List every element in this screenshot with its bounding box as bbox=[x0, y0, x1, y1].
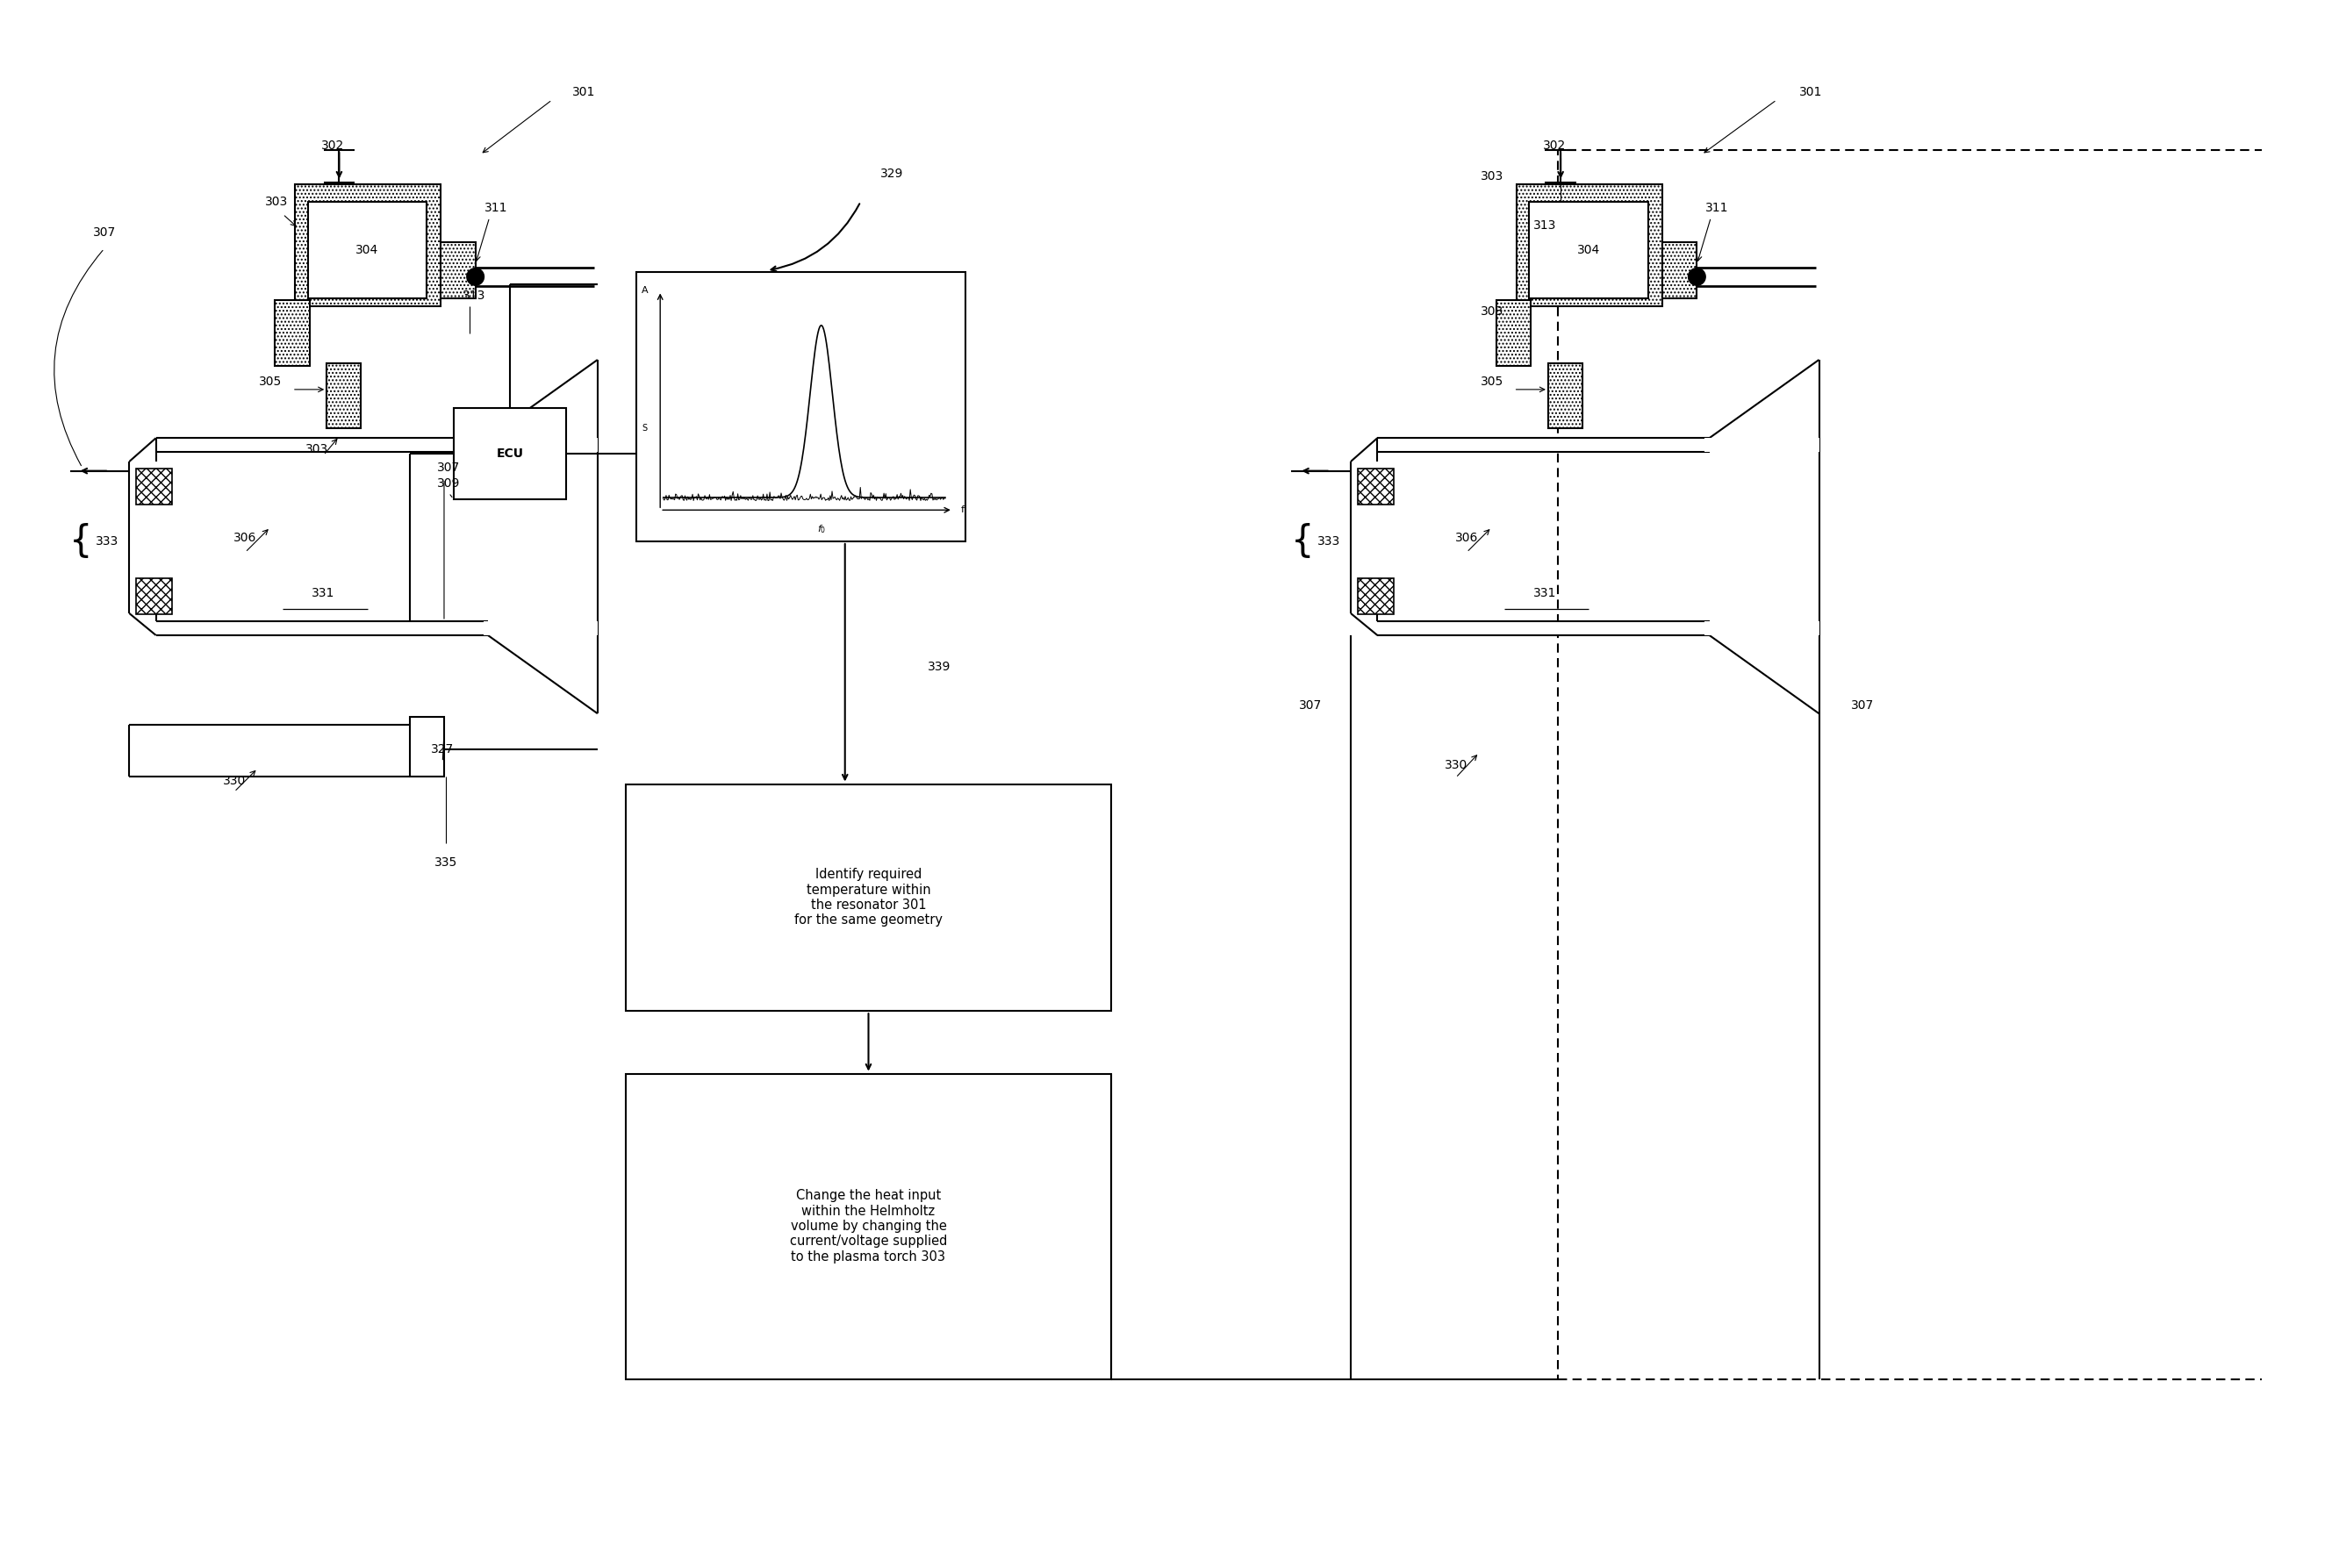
Bar bbox=[1497, 299, 1530, 365]
Text: 333: 333 bbox=[96, 535, 119, 547]
Text: 305: 305 bbox=[1481, 375, 1504, 387]
Bar bbox=[637, 273, 965, 541]
Text: 301: 301 bbox=[1800, 86, 1824, 99]
Text: Change the heat input
within the Helmholtz
volume by changing the
current/voltag: Change the heat input within the Helmhol… bbox=[791, 1189, 947, 1264]
Text: 307: 307 bbox=[1299, 699, 1322, 712]
Text: 313: 313 bbox=[462, 290, 485, 301]
Text: {: { bbox=[70, 522, 93, 560]
Text: 306: 306 bbox=[233, 532, 257, 544]
Text: A: A bbox=[641, 287, 648, 295]
Text: 311: 311 bbox=[1705, 202, 1728, 213]
Text: 313: 313 bbox=[1534, 220, 1555, 230]
Text: 303: 303 bbox=[1481, 171, 1504, 183]
Text: 330: 330 bbox=[224, 775, 245, 787]
Text: 331: 331 bbox=[312, 586, 336, 599]
Bar bbox=[483, 437, 597, 452]
Circle shape bbox=[1688, 268, 1705, 285]
Text: $f_0$: $f_0$ bbox=[816, 522, 826, 535]
Bar bbox=[156, 437, 487, 452]
Text: 331: 331 bbox=[1534, 586, 1555, 599]
Bar bbox=[1357, 579, 1395, 615]
Bar bbox=[1705, 621, 1819, 635]
Text: 303: 303 bbox=[305, 442, 329, 455]
Bar bbox=[1357, 469, 1395, 505]
Bar bbox=[1516, 185, 1663, 306]
Bar bbox=[1530, 202, 1649, 298]
Text: 330: 330 bbox=[1444, 759, 1467, 771]
Text: 307: 307 bbox=[93, 227, 117, 238]
Text: 306: 306 bbox=[1455, 532, 1478, 544]
Text: 311: 311 bbox=[485, 202, 508, 213]
Text: 304: 304 bbox=[1576, 245, 1600, 256]
Text: 301: 301 bbox=[571, 86, 595, 99]
Bar bbox=[156, 621, 487, 635]
Text: 302: 302 bbox=[1544, 140, 1565, 152]
Bar bbox=[135, 469, 173, 505]
Bar bbox=[275, 299, 310, 365]
Text: ECU: ECU bbox=[497, 447, 522, 459]
Text: 302: 302 bbox=[322, 140, 345, 152]
Text: f: f bbox=[961, 505, 963, 514]
Bar bbox=[1378, 621, 1709, 635]
Bar bbox=[625, 1074, 1110, 1378]
Text: 303: 303 bbox=[1481, 306, 1504, 317]
Text: 307: 307 bbox=[438, 461, 459, 474]
Text: Identify required
temperature within
the resonator 301
for the same geometry: Identify required temperature within the… bbox=[795, 869, 942, 927]
Bar bbox=[1378, 437, 1709, 452]
Text: S: S bbox=[641, 425, 648, 433]
Bar bbox=[135, 579, 173, 615]
Circle shape bbox=[466, 268, 485, 285]
Text: 335: 335 bbox=[434, 856, 457, 869]
Bar bbox=[625, 784, 1110, 1011]
Text: {: { bbox=[1290, 522, 1313, 560]
Bar bbox=[326, 362, 361, 428]
Text: 339: 339 bbox=[928, 660, 951, 673]
Text: 327: 327 bbox=[431, 743, 455, 756]
Text: 305: 305 bbox=[259, 375, 282, 387]
Text: 307: 307 bbox=[1852, 699, 1875, 712]
Text: 329: 329 bbox=[881, 168, 902, 180]
Bar bbox=[1705, 437, 1819, 452]
Text: 309: 309 bbox=[436, 477, 459, 489]
Bar bbox=[308, 202, 427, 298]
Text: 304: 304 bbox=[357, 245, 378, 256]
Bar bbox=[1558, 151, 2332, 1378]
Text: 303: 303 bbox=[266, 196, 289, 207]
Bar bbox=[1548, 362, 1583, 428]
Bar bbox=[441, 243, 476, 298]
Bar bbox=[296, 185, 441, 306]
Text: 333: 333 bbox=[1318, 535, 1341, 547]
Bar bbox=[410, 717, 443, 776]
Bar bbox=[1663, 243, 1698, 298]
Bar bbox=[483, 621, 597, 635]
Bar bbox=[452, 408, 567, 499]
